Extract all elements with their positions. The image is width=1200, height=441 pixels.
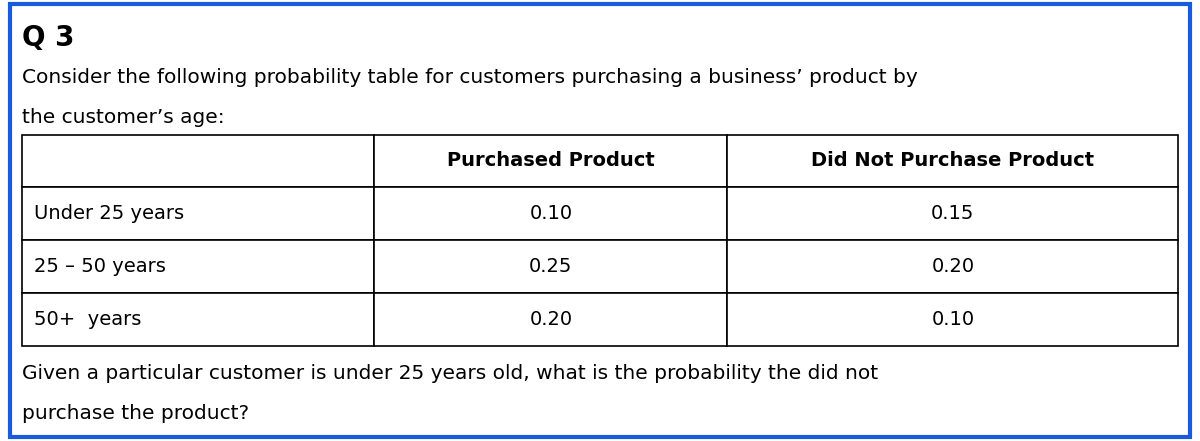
Text: Given a particular customer is under 25 years old, what is the probability the d: Given a particular customer is under 25 …: [22, 364, 877, 383]
Text: 50+  years: 50+ years: [34, 310, 140, 329]
Text: 0.10: 0.10: [529, 204, 572, 224]
Text: 0.20: 0.20: [931, 257, 974, 277]
Text: Did Not Purchase Product: Did Not Purchase Product: [811, 151, 1094, 171]
Text: 25 – 50 years: 25 – 50 years: [34, 257, 166, 277]
Text: Q 3: Q 3: [22, 24, 74, 52]
Text: 0.15: 0.15: [931, 204, 974, 224]
Text: the customer’s age:: the customer’s age:: [22, 108, 224, 127]
Text: purchase the product?: purchase the product?: [22, 404, 248, 422]
Text: Purchased Product: Purchased Product: [446, 151, 655, 171]
Text: 0.20: 0.20: [529, 310, 572, 329]
Text: Consider the following probability table for customers purchasing a business’ pr: Consider the following probability table…: [22, 68, 917, 87]
Text: 0.25: 0.25: [529, 257, 572, 277]
Text: 0.10: 0.10: [931, 310, 974, 329]
Text: Under 25 years: Under 25 years: [34, 204, 184, 224]
